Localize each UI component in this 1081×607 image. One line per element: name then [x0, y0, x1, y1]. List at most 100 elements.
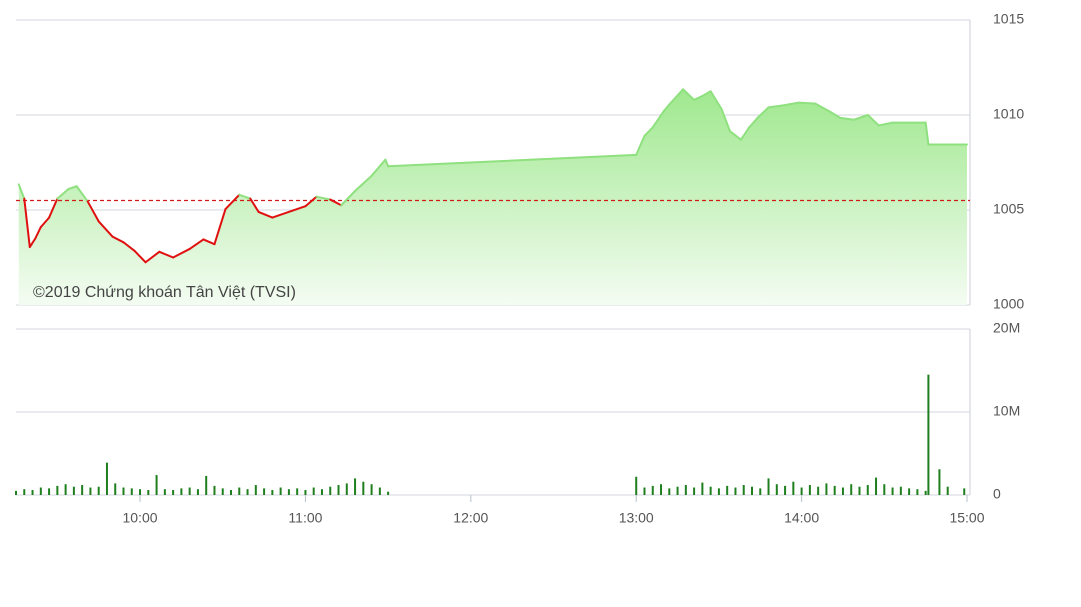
volume-bar [750, 486, 753, 495]
volume-bar [775, 484, 778, 495]
price-line [315, 195, 332, 201]
price-line [202, 238, 216, 246]
volume-bar [643, 487, 646, 495]
price-line [662, 103, 671, 113]
y-tick-label: 1000 [993, 296, 1024, 312]
volume-bar [81, 485, 84, 495]
volume-bar [246, 489, 249, 495]
price-line [370, 158, 387, 177]
price-line [17, 183, 26, 200]
volume-bar [660, 484, 663, 495]
price-line [97, 220, 114, 238]
volume-bar [370, 484, 373, 495]
volume-bar [946, 486, 949, 495]
price-line [387, 153, 638, 168]
volume-bar [320, 489, 323, 495]
volume-bar [899, 486, 902, 495]
price-line [739, 126, 751, 141]
volume-bar [668, 488, 671, 495]
volume-bar [337, 485, 340, 495]
volume-bar [312, 487, 315, 495]
price-line [39, 216, 51, 229]
volume-bar [908, 488, 911, 495]
x-tick-label: 14:00 [784, 510, 819, 526]
watermark: ©2019 Chứng khoán Tân Việt (TVSI) [33, 284, 296, 301]
price-line [329, 198, 343, 207]
price-line [814, 102, 831, 113]
volume-bar [304, 490, 307, 495]
volume-bar [230, 490, 233, 495]
price-line [384, 158, 390, 168]
volume-bar [139, 489, 142, 495]
volume-bar [808, 485, 811, 495]
price-line [354, 174, 373, 192]
volume-bar [345, 483, 348, 495]
y-tick-label: 20M [993, 320, 1020, 336]
volume-bar [891, 487, 894, 495]
price-line [224, 193, 241, 211]
price-line [668, 88, 685, 106]
volume-bar [875, 477, 878, 495]
volume-bar [238, 487, 241, 495]
volume-bar [916, 489, 919, 495]
x-tick-label: 12:00 [453, 510, 488, 526]
volume-bar [858, 486, 861, 495]
volume-bar [196, 489, 199, 495]
price-line [23, 197, 31, 249]
volume-bar [263, 488, 266, 495]
x-tick-label: 13:00 [619, 510, 654, 526]
volume-bar [378, 487, 381, 495]
volume-bar [938, 469, 941, 495]
volume-bar [271, 490, 274, 495]
volume-bar [296, 488, 299, 495]
price-line [67, 185, 78, 191]
volume-bar [64, 484, 67, 495]
volume-bar [963, 488, 966, 495]
volume-bar [180, 488, 183, 495]
price-line [48, 197, 59, 219]
x-tick-label: 10:00 [123, 510, 158, 526]
x-tick-label: 15:00 [949, 510, 984, 526]
volume-bar [850, 484, 853, 495]
volume-bar [15, 490, 17, 495]
price-area [18, 89, 967, 305]
volume-bar [833, 485, 836, 495]
volume-bar [188, 487, 191, 495]
volume-bar [254, 485, 257, 495]
price-line [643, 126, 654, 137]
price-line [86, 200, 100, 223]
price-line [249, 197, 260, 213]
volume-bar [163, 489, 166, 495]
price-line [866, 114, 880, 127]
price-line [635, 134, 646, 156]
volume-bar [726, 485, 729, 495]
volume-bar [734, 487, 737, 495]
volume-bar [147, 490, 150, 495]
volume-bar [767, 478, 770, 495]
volume-bar [105, 462, 108, 495]
price-line [767, 104, 784, 109]
price-line [75, 185, 89, 203]
price-line [122, 241, 136, 252]
volume-bar [684, 485, 687, 495]
price-line [756, 106, 770, 119]
price-line [34, 226, 42, 240]
price-line [111, 235, 125, 244]
price-line [28, 237, 37, 249]
price-line [797, 101, 817, 105]
volume-bar [693, 487, 696, 495]
volume-bar [155, 475, 158, 495]
price-line [828, 110, 842, 119]
price-line [133, 249, 147, 264]
price-line [781, 101, 800, 107]
volume-bar [39, 487, 42, 495]
volume-bar [23, 489, 26, 495]
price-line [852, 114, 869, 121]
price-line [188, 238, 205, 250]
volume-bar [883, 484, 886, 495]
price-line [257, 210, 274, 219]
price-line [682, 88, 696, 101]
volume-bar [717, 488, 720, 495]
price-line [748, 116, 759, 129]
